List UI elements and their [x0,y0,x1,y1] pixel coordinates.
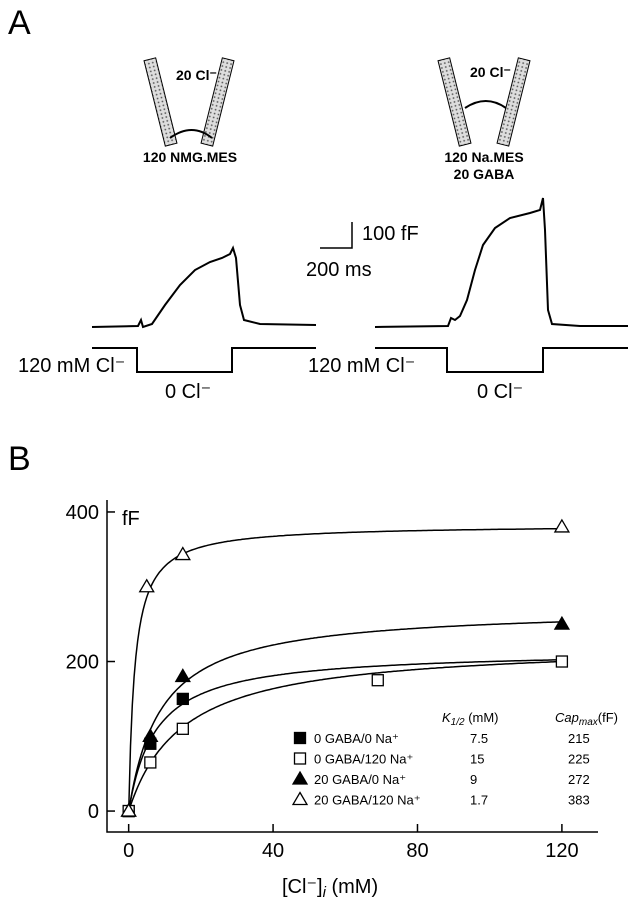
y-tick-label: 400 [66,502,99,524]
protocol-step [375,347,628,373]
marker [174,546,191,561]
axis [106,500,598,833]
panel-label: B [8,440,31,478]
legend-label: 20 GABA/120 Na⁺ [314,793,421,808]
bath-label: 120 NMG.MES [143,149,237,165]
y-tick-label: 0 [88,801,99,823]
x-tick-label: 120 [545,840,578,862]
bath-label: 20 GABA [454,166,515,182]
bath-label: 120 Na.MES [444,149,523,165]
marker [138,578,155,593]
fit-curve [127,527,562,812]
x-tick-label: 80 [406,840,428,862]
marker [120,802,137,817]
marker [555,655,569,668]
fit-curve [127,659,562,812]
k-half: 15 [470,752,484,767]
cap-max: 225 [568,752,590,767]
k-half: 1.7 [470,793,488,808]
x-tick-label: 0 [123,840,134,862]
legend-label: 0 GABA/0 Na⁺ [314,731,399,746]
marker [553,615,571,630]
scale-label: 100 fF [362,223,419,245]
marker [174,668,191,683]
protocol-label: 0 Cl⁻ [165,381,211,403]
legend-marker [291,770,309,785]
pipette-diagram [143,57,235,147]
x-tick-label: 40 [262,840,284,862]
y-tick-label: 200 [66,652,99,674]
trace [91,245,317,329]
legend-marker [293,752,307,765]
pipette-label: 20 Cl⁻ [176,67,217,83]
pipette-label: 20 Cl⁻ [470,64,511,80]
y-axis-label: fF [122,508,140,530]
k-half: 9 [470,772,477,787]
legend-label: 0 GABA/120 Na⁺ [314,752,413,767]
x-axis-label: [Cl⁻]i (mM) [282,876,378,900]
trace [374,197,628,328]
marker [553,518,571,533]
scale-label: 200 ms [306,259,372,281]
cap-max: 215 [568,731,590,746]
scale-bar [320,222,353,249]
protocol-label: 120 mM Cl⁻ [308,355,415,377]
legend-label: 20 GABA/0 Na⁺ [314,772,406,787]
cap-max: 383 [568,793,590,808]
protocol-label: 120 mM Cl⁻ [18,355,125,377]
k-half: 7.5 [470,731,488,746]
cap-max: 272 [568,772,590,787]
marker [142,727,159,742]
table-header: Capmax(fF) [555,710,618,728]
marker [371,674,384,687]
protocol-step [92,347,316,373]
marker [144,756,157,769]
pipette-diagram [437,57,531,147]
panel-label: A [8,4,31,42]
protocol-label: 0 Cl⁻ [477,381,523,403]
legend-marker [291,791,309,806]
legend-marker [293,731,307,745]
marker [176,692,189,706]
table-header: K1/2 (mM) [442,710,499,728]
fit-curve [127,660,562,812]
fit-curve [127,621,562,812]
marker [176,722,189,735]
